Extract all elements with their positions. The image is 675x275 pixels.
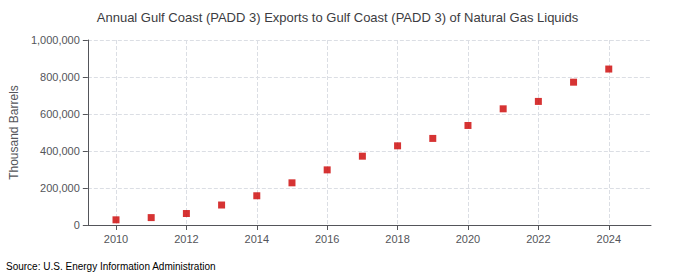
svg-text:Source: U.S. Energy Informatio: Source: U.S. Energy Information Administ… (6, 261, 216, 272)
svg-text:800,000: 800,000 (40, 71, 80, 83)
svg-text:200,000: 200,000 (40, 182, 80, 194)
svg-text:2024: 2024 (597, 233, 621, 245)
svg-text:2020: 2020 (456, 233, 480, 245)
svg-text:2012: 2012 (174, 233, 198, 245)
svg-text:1,000,000: 1,000,000 (31, 34, 80, 46)
svg-text:400,000: 400,000 (40, 145, 80, 157)
svg-text:2016: 2016 (315, 233, 339, 245)
svg-text:2018: 2018 (385, 233, 409, 245)
svg-text:Annual Gulf Coast (PADD 3) Exp: Annual Gulf Coast (PADD 3) Exports to Gu… (97, 10, 579, 25)
svg-text:2022: 2022 (526, 233, 550, 245)
svg-text:Thousand Barrels: Thousand Barrels (7, 85, 21, 180)
svg-text:600,000: 600,000 (40, 108, 80, 120)
svg-text:2014: 2014 (245, 233, 269, 245)
svg-text:0: 0 (74, 219, 80, 231)
svg-text:2010: 2010 (104, 233, 128, 245)
